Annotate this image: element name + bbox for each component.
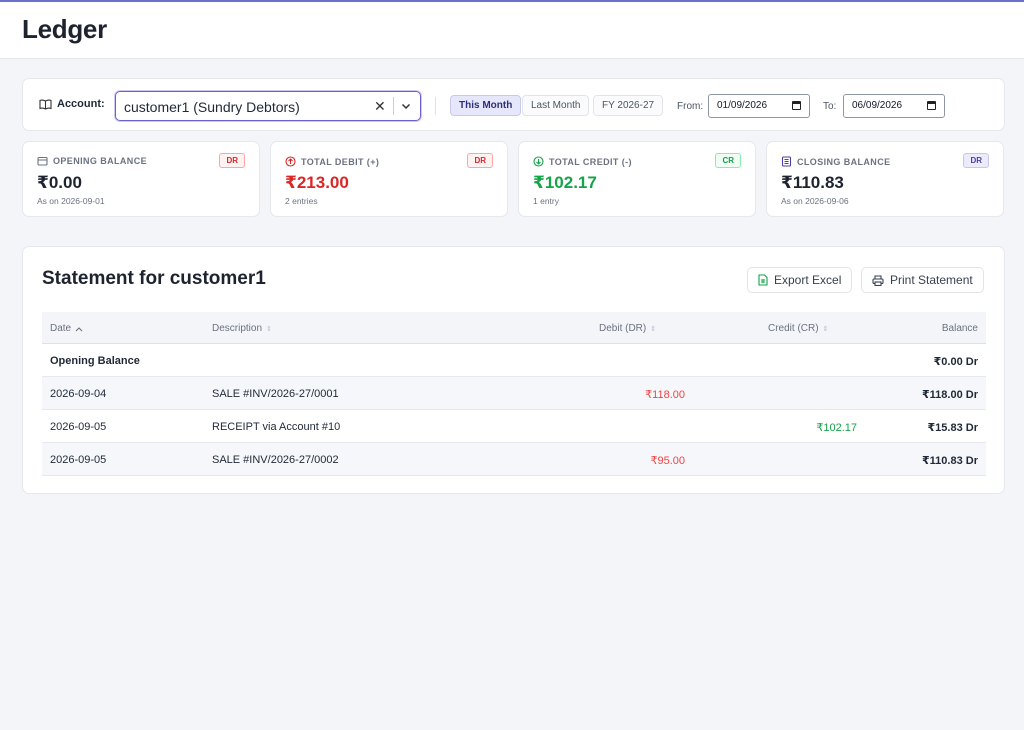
- opening-balance-date: As on 2026-09-01: [37, 196, 105, 206]
- filter-bar: Account: customer1 (Sundry Debtors) ✕ Th…: [22, 78, 1005, 131]
- column-balance-header: Balance: [942, 323, 978, 334]
- column-credit-header[interactable]: Credit (CR) ⇕: [768, 323, 828, 334]
- total-credit-count: 1 entry: [533, 196, 559, 206]
- total-debit-count: 2 entries: [285, 196, 318, 206]
- export-excel-button[interactable]: Export Excel: [747, 267, 853, 293]
- row-balance: ₹110.83 Dr: [922, 455, 978, 467]
- closing-balance-title-text: CLOSING BALANCE: [797, 156, 891, 167]
- closing-balance-title: CLOSING BALANCE: [781, 156, 891, 167]
- table-row: 2026-09-04 SALE #INV/2026-27/0001 ₹118.0…: [42, 377, 986, 410]
- page-title: Ledger: [22, 14, 107, 44]
- table-row: 2026-09-05 RECEIPT via Account #10 ₹102.…: [42, 410, 986, 443]
- calendar-icon[interactable]: [792, 101, 801, 110]
- statement-card: Statement for customer1 Export Excel Pri…: [22, 246, 1005, 494]
- total-debit-card: TOTAL DEBIT (+) DR ₹213.00 2 entries: [270, 141, 508, 217]
- column-balance-label: Balance: [941, 323, 978, 334]
- closing-balance-card: CLOSING BALANCE DR ₹110.83 As on 2026-09…: [766, 141, 1004, 217]
- status-badge: DR: [219, 153, 245, 168]
- select-separator: [393, 97, 394, 115]
- column-date-label: Date: [50, 323, 72, 334]
- print-statement-label: Print Statement: [890, 273, 973, 287]
- total-debit-title: TOTAL DEBIT (+): [285, 156, 379, 167]
- opening-balance-title: OPENING BALANCE: [37, 156, 147, 166]
- total-debit-title-text: TOTAL DEBIT (+): [301, 156, 380, 167]
- column-credit-label: Credit (CR): [768, 323, 819, 334]
- to-date-value: 06/09/2026: [852, 100, 903, 111]
- export-excel-label: Export Excel: [774, 273, 842, 287]
- sort-icon[interactable]: ⇕: [266, 325, 272, 333]
- column-debit-label: Debit (DR): [599, 323, 647, 334]
- preset-last-month-button[interactable]: Last Month: [522, 95, 590, 116]
- closing-balance-amount: ₹110.83: [781, 173, 844, 192]
- column-debit-header[interactable]: Debit (DR) ⇕: [599, 323, 656, 334]
- top-accent-line: [0, 0, 1024, 2]
- bank-icon: [781, 156, 792, 167]
- row-balance: ₹118.00 Dr: [922, 389, 978, 401]
- status-badge: DR: [963, 153, 989, 168]
- table-header: Date Description ⇕ Debit (DR) ⇕ Credit (…: [42, 312, 986, 344]
- row-date: 2026-09-05: [50, 454, 107, 466]
- page-header: Ledger: [0, 0, 1024, 59]
- preset-fy-button[interactable]: FY 2026-27: [593, 95, 664, 116]
- chevron-down-icon[interactable]: [400, 100, 412, 112]
- print-statement-button[interactable]: Print Statement: [861, 267, 984, 293]
- column-description-header[interactable]: Description ⇕: [212, 323, 272, 334]
- to-date-input[interactable]: 06/09/2026: [843, 94, 945, 118]
- arrow-down-circle-icon: [533, 156, 544, 167]
- from-label: From:: [677, 101, 704, 112]
- book-icon: [39, 99, 52, 110]
- opening-balance-title-text: OPENING BALANCE: [53, 156, 148, 166]
- sort-icon[interactable]: ⇕: [650, 325, 657, 333]
- preset-this-month-button[interactable]: This Month: [450, 95, 522, 116]
- filter-divider: [435, 97, 436, 115]
- opening-row-balance: ₹0.00 Dr: [933, 356, 978, 368]
- sort-ascending-icon[interactable]: [75, 326, 83, 332]
- opening-balance-card: OPENING BALANCE DR ₹0.00 As on 2026-09-0…: [22, 141, 260, 217]
- from-date-value: 01/09/2026: [717, 100, 768, 111]
- row-debit: ₹118.00: [645, 389, 685, 401]
- account-select-value: customer1 (Sundry Debtors): [124, 99, 300, 115]
- opening-balance-amount: ₹0.00: [37, 173, 82, 192]
- column-description-label: Description: [212, 323, 263, 334]
- account-label-text: Account:: [57, 98, 105, 110]
- status-badge: CR: [715, 153, 741, 168]
- row-description: SALE #INV/2026-27/0002: [212, 454, 339, 466]
- row-date: 2026-09-04: [50, 388, 107, 400]
- total-debit-amount: ₹213.00: [285, 173, 349, 192]
- row-balance: ₹15.83 Dr: [927, 422, 978, 434]
- account-select[interactable]: customer1 (Sundry Debtors) ✕: [115, 91, 421, 121]
- total-credit-title: TOTAL CREDIT (-): [533, 156, 632, 167]
- total-credit-amount: ₹102.17: [533, 173, 597, 192]
- account-label: Account:: [39, 98, 105, 110]
- row-description: SALE #INV/2026-27/0001: [212, 388, 339, 400]
- calendar-icon[interactable]: [927, 101, 936, 110]
- printer-icon: [872, 274, 884, 286]
- to-label: To:: [823, 101, 837, 112]
- wallet-icon: [37, 156, 48, 166]
- row-credit: ₹102.17: [816, 422, 857, 434]
- statement-title: Statement for customer1: [42, 268, 266, 289]
- total-credit-card: TOTAL CREDIT (-) CR ₹102.17 1 entry: [518, 141, 756, 217]
- row-debit: ₹95.00: [650, 455, 685, 467]
- opening-row-label: Opening Balance: [50, 355, 140, 367]
- clear-icon[interactable]: ✕: [374, 98, 386, 114]
- row-date: 2026-09-05: [50, 421, 107, 433]
- total-credit-title-text: TOTAL CREDIT (-): [549, 156, 632, 167]
- spreadsheet-icon: [758, 274, 768, 286]
- from-date-input[interactable]: 01/09/2026: [708, 94, 810, 118]
- opening-balance-row: Opening Balance ₹0.00 Dr: [42, 344, 986, 377]
- arrow-up-circle-icon: [285, 156, 296, 167]
- table-row: 2026-09-05 SALE #INV/2026-27/0002 ₹95.00…: [42, 443, 986, 476]
- column-date-header[interactable]: Date: [50, 323, 83, 334]
- sort-icon[interactable]: ⇕: [822, 325, 829, 333]
- row-description: RECEIPT via Account #10: [212, 421, 341, 433]
- closing-balance-date: As on 2026-09-06: [781, 196, 849, 206]
- status-badge: DR: [467, 153, 493, 168]
